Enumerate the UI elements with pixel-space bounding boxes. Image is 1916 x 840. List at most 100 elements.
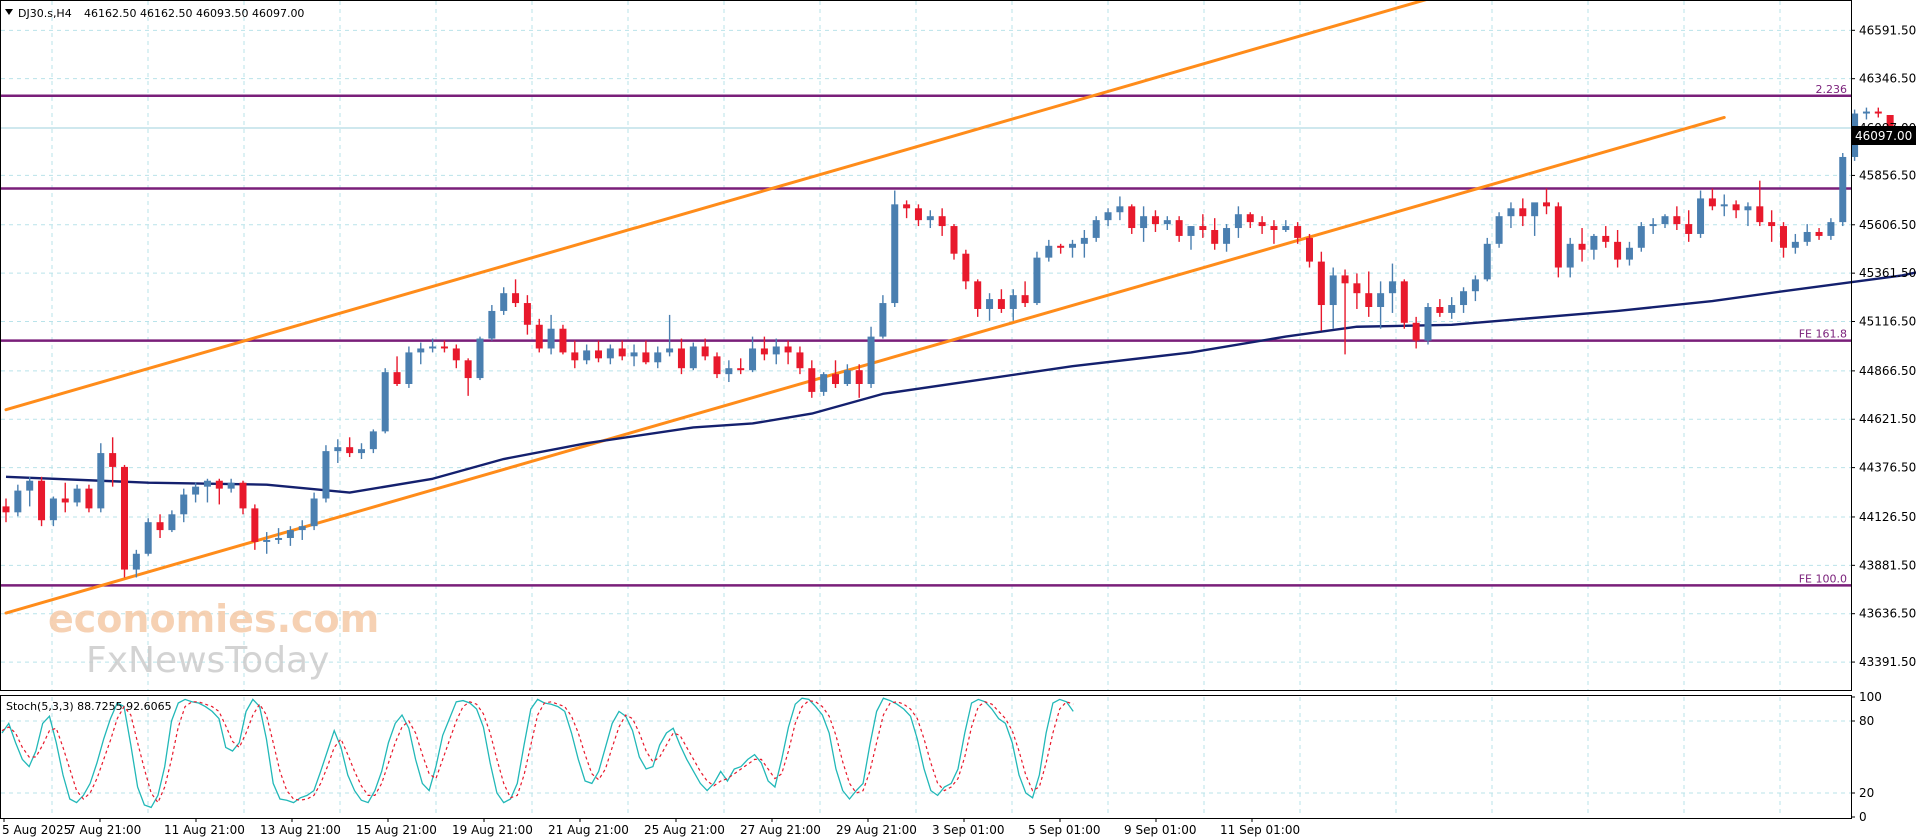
candle-body: [1270, 226, 1278, 231]
candle: [1104, 208, 1112, 227]
candle-body: [1827, 222, 1835, 236]
candle-body: [251, 508, 259, 542]
candle: [796, 346, 804, 375]
candle-body: [547, 328, 555, 349]
candle: [1282, 220, 1290, 232]
candle-body: [334, 447, 342, 452]
candle-body: [749, 348, 757, 371]
candle-body: [1353, 283, 1361, 294]
candle: [417, 342, 425, 365]
candle-body: [891, 204, 899, 304]
candle: [476, 336, 484, 381]
candle: [1874, 107, 1882, 118]
candle-body: [583, 350, 591, 361]
candle: [701, 338, 709, 361]
y-tick-label: 45361.50: [1859, 266, 1916, 280]
x-tick-label: 13 Aug 21:00: [260, 823, 341, 837]
candle-body: [903, 204, 911, 209]
candle: [73, 484, 81, 507]
candle: [1400, 279, 1408, 329]
candle-body: [606, 348, 614, 359]
candle-body: [986, 299, 994, 309]
candle: [583, 344, 591, 365]
candle-body: [796, 352, 804, 369]
candle-body: [1104, 212, 1112, 221]
candle: [239, 480, 247, 515]
x-tick-label: 15 Aug 21:00: [356, 823, 437, 837]
candle-body: [417, 348, 425, 353]
stoch-readout: Stoch(5,3,3) 88.7255 92.6065: [6, 700, 172, 713]
candle-body: [1258, 222, 1266, 227]
candle: [737, 358, 745, 375]
candle-body: [1057, 245, 1065, 248]
candle: [535, 318, 543, 353]
candle: [1614, 230, 1622, 268]
candle-body: [1554, 206, 1562, 268]
candle-body: [38, 480, 46, 521]
y-tick-label: 46346.50: [1859, 72, 1916, 86]
candle: [97, 443, 105, 513]
candle: [346, 437, 354, 458]
candle-body: [1329, 275, 1337, 306]
candle: [974, 279, 982, 317]
candle: [393, 356, 401, 386]
candle: [1223, 224, 1231, 252]
candle: [1685, 210, 1693, 242]
candle-body: [1637, 226, 1645, 248]
candle-body: [1673, 216, 1681, 225]
candle-body: [1377, 293, 1385, 308]
candle: [962, 249, 970, 290]
candle: [2, 498, 10, 523]
y-tick-label: 43881.50: [1859, 558, 1916, 572]
candle: [500, 287, 508, 315]
candle: [1388, 263, 1396, 313]
candle: [986, 293, 994, 321]
candle: [1329, 267, 1337, 329]
candles: [2, 107, 1894, 578]
candle-body: [346, 447, 354, 454]
candle-body: [701, 346, 709, 357]
candle-body: [642, 352, 650, 363]
candle-body: [1720, 204, 1728, 207]
collapse-triangle-icon[interactable]: [5, 9, 13, 15]
candle-body: [1175, 220, 1183, 236]
candle-body: [1080, 237, 1088, 244]
candle: [938, 208, 946, 236]
candle: [820, 372, 828, 396]
candle: [1531, 202, 1539, 236]
candle: [227, 478, 235, 493]
candle-body: [1317, 261, 1325, 306]
candle-body: [85, 488, 93, 509]
stoch-tick-label: 100: [1859, 690, 1882, 704]
candle: [1471, 275, 1479, 302]
candle-body: [1436, 307, 1444, 313]
candle-body: [666, 348, 674, 353]
candle-body: [1780, 226, 1787, 248]
candle-body: [595, 350, 602, 359]
candle: [677, 338, 685, 375]
level-label: FE 161.8: [1799, 328, 1847, 341]
candle-body: [1424, 307, 1432, 341]
candle: [1246, 212, 1254, 229]
candle-body: [1069, 243, 1076, 248]
candle: [180, 488, 188, 523]
candle: [192, 482, 200, 503]
candle-body: [1483, 243, 1491, 280]
y-tick-label: 46591.50: [1859, 23, 1916, 37]
candle-body: [49, 498, 57, 521]
candle: [1211, 218, 1219, 250]
candle-body: [1602, 235, 1610, 242]
candle: [156, 514, 164, 538]
candle: [132, 549, 140, 578]
candle: [488, 305, 496, 341]
candle: [1341, 269, 1349, 355]
candle-body: [926, 216, 934, 221]
candle: [1649, 218, 1657, 234]
candle: [85, 484, 93, 513]
x-tick-label: 19 Aug 21:00: [452, 823, 533, 837]
candle-body: [1862, 111, 1870, 114]
candle: [1317, 251, 1325, 331]
candle-body: [263, 539, 271, 542]
candle-body: [1531, 202, 1539, 217]
x-tick-label: 27 Aug 21:00: [740, 823, 821, 837]
